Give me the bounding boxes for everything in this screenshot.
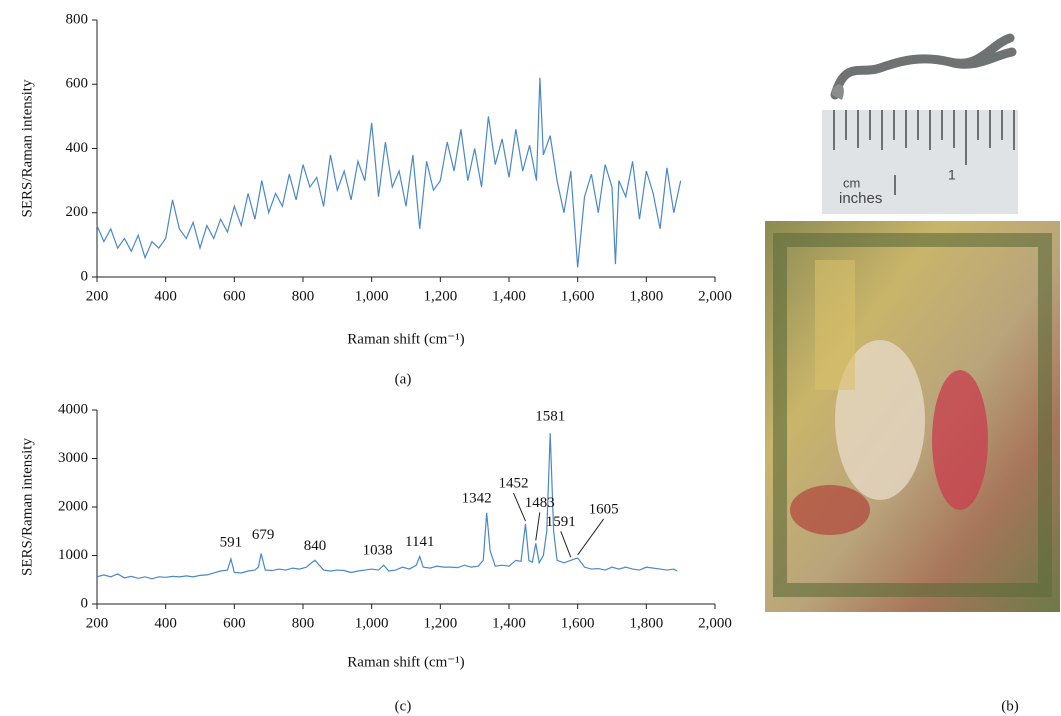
- x-tick-label: 1,000: [355, 288, 389, 304]
- y-tick-label: 2000: [58, 498, 88, 514]
- leader-line: [561, 531, 571, 557]
- x-tick-label: 1,800: [629, 615, 663, 631]
- leader-line: [513, 493, 525, 521]
- x-tick-label: 400: [154, 288, 177, 304]
- y-tick-label: 4000: [58, 401, 88, 417]
- ruler-text: cm: [843, 175, 860, 190]
- spectrum-line: [97, 78, 681, 268]
- y-tick-label: 0: [81, 595, 89, 611]
- photo-ruler: cm inches 1: [822, 110, 1018, 214]
- peak-label: 679: [252, 527, 275, 543]
- panel-caption: (b): [1001, 698, 1019, 714]
- peak-label: 1581: [535, 409, 565, 425]
- peak-label: 1591: [546, 514, 576, 530]
- x-tick-label: 800: [292, 615, 315, 631]
- y-axis-label: SERS/Raman intensity: [19, 438, 35, 576]
- y-tick-label: 1000: [58, 547, 88, 563]
- peak-label: 1038: [363, 543, 393, 559]
- x-tick-label: 600: [223, 288, 246, 304]
- x-tick-label: 1,400: [492, 288, 526, 304]
- x-tick-label: 1,600: [561, 288, 595, 304]
- y-tick-label: 400: [66, 140, 89, 156]
- peak-label: 840: [304, 538, 327, 554]
- x-axis-label: Raman shift (cm⁻¹): [347, 331, 464, 347]
- y-tick-label: 800: [66, 11, 89, 27]
- peak-label: 1605: [589, 501, 619, 517]
- leader-line: [536, 512, 540, 540]
- x-tick-label: 2,000: [698, 615, 732, 631]
- x-tick-label: 400: [154, 615, 177, 631]
- panel-caption: (a): [395, 371, 412, 387]
- ruler-text: 1: [948, 167, 956, 183]
- x-tick-label: 1,800: [629, 288, 663, 304]
- photo-tapestry: [765, 221, 1060, 612]
- peak-label: 591: [220, 534, 243, 550]
- x-tick-label: 600: [223, 615, 246, 631]
- photo-thread: [832, 38, 1012, 100]
- y-axis-label: SERS/Raman intensity: [19, 79, 35, 217]
- y-tick-label: 200: [66, 204, 89, 220]
- x-tick-label: 200: [86, 615, 109, 631]
- panel-caption: (c): [395, 698, 412, 714]
- figure: cm inches 1 (b) 0 200 400 600 800 200 400 600 80…: [0, 0, 1061, 716]
- y-tick-label: 0: [81, 268, 89, 284]
- leader-line: [578, 519, 604, 555]
- x-axis-label: Raman shift (cm⁻¹): [347, 654, 464, 670]
- y-tick-label: 3000: [58, 450, 88, 466]
- x-tick-label: 1,000: [355, 615, 389, 631]
- x-tick-label: 1,200: [423, 288, 457, 304]
- peak-label: 1452: [498, 475, 528, 491]
- ruler-text: inches: [839, 190, 882, 207]
- peak-label: 1483: [525, 495, 555, 511]
- peak-label: 1141: [405, 534, 434, 550]
- x-tick-label: 1,200: [423, 615, 457, 631]
- x-tick-label: 2,000: [698, 288, 732, 304]
- x-tick-label: 200: [86, 288, 109, 304]
- x-tick-label: 800: [292, 288, 315, 304]
- x-tick-label: 1,600: [561, 615, 595, 631]
- x-tick-label: 1,400: [492, 615, 526, 631]
- peak-label: 1342: [462, 490, 492, 506]
- y-tick-label: 600: [66, 76, 89, 92]
